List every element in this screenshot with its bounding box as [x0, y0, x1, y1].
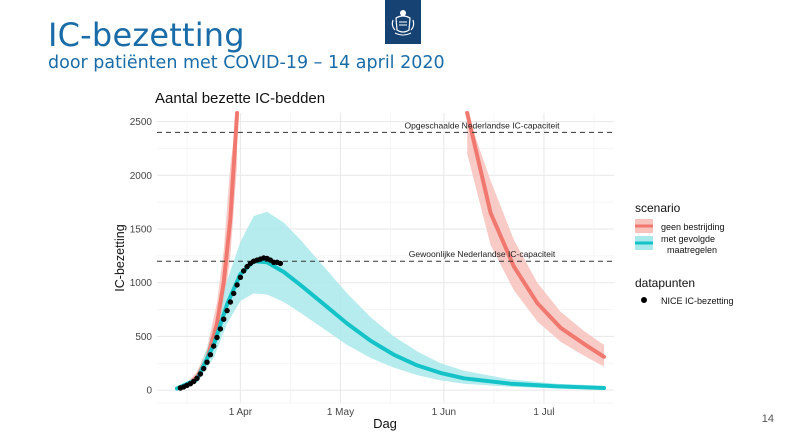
reference-label-2400: Opgeschaalde Nederlandse IC-capaciteit — [405, 120, 561, 130]
line-met-gevolgde-maatregelen — [175, 259, 606, 391]
band-met-gevolgde-maatregelen — [177, 211, 604, 390]
x-axis-label: Dag — [373, 416, 397, 431]
data-point-nice — [204, 359, 210, 365]
legend-label-maatregelen-line1: met gevolgde — [661, 234, 715, 244]
x-tick-label: 1 Jul — [533, 407, 554, 418]
y-tick-label: 1000 — [130, 278, 153, 289]
data-point-nice — [277, 260, 284, 267]
legend-label-maatregelen-line2: maatregelen — [667, 245, 717, 255]
data-points — [177, 255, 284, 391]
band-geen-bestrijding-2 — [467, 113, 604, 367]
data-point-nice — [194, 375, 200, 381]
x-tick-label: 1 May — [327, 407, 354, 418]
legend-label-geen-bestrijding: geen bestrijding — [661, 222, 725, 232]
chart-title: Aantal bezette IC-bedden — [155, 90, 325, 107]
data-point-nice — [234, 282, 240, 288]
data-point-nice — [207, 352, 214, 358]
reference-lines: Opgeschaalde Nederlandse IC-capaciteit Ge… — [157, 120, 614, 262]
y-tick-label: 2000 — [130, 171, 153, 182]
y-axis-ticks: 0 500 1000 1500 2000 2500 — [130, 117, 153, 397]
page-number: 14 — [761, 413, 774, 425]
y-tick-label: 2500 — [130, 117, 153, 128]
slide-subtitle: door patiënten met COVID-19 – 14 april 2… — [48, 53, 445, 73]
data-point-nice — [197, 371, 204, 377]
y-tick-label: 500 — [135, 332, 152, 343]
y-tick-label: 1500 — [130, 225, 153, 236]
data-point-nice — [201, 365, 207, 372]
legend-title-datapunten: datapunten — [635, 276, 695, 290]
data-point-nice — [214, 334, 220, 341]
data-point-nice — [227, 299, 234, 305]
x-tick-label: 1 Apr — [229, 407, 253, 418]
rijksoverheid-logo — [385, 0, 421, 44]
legend: scenario geen bestrijding met gevolgde m… — [635, 201, 734, 306]
data-point-nice — [224, 307, 230, 314]
data-point-nice — [231, 290, 237, 297]
x-tick-label: 1 Jun — [432, 407, 456, 418]
x-axis-ticks: 1 Apr 1 May 1 Jun 1 Jul — [229, 407, 555, 418]
data-point-nice — [221, 316, 227, 322]
crest-icon — [385, 0, 421, 44]
y-tick-label: 0 — [146, 386, 152, 397]
data-point-nice — [241, 268, 247, 274]
y-axis-label: IC-bezetting — [113, 224, 127, 291]
line-geen-bestrijding-2 — [465, 111, 606, 359]
slide-title: IC-bezetting — [48, 16, 245, 54]
data-point-nice — [217, 326, 224, 332]
legend-key-nice-point — [641, 297, 647, 303]
data-point-nice — [211, 343, 217, 349]
reference-label-1200: Gewoonlijke Nederlandse IC-capaciteit — [409, 249, 556, 259]
legend-title-scenario: scenario — [635, 201, 681, 215]
data-point-nice — [237, 274, 244, 280]
legend-label-nice: NICE IC-bezetting — [661, 296, 734, 306]
